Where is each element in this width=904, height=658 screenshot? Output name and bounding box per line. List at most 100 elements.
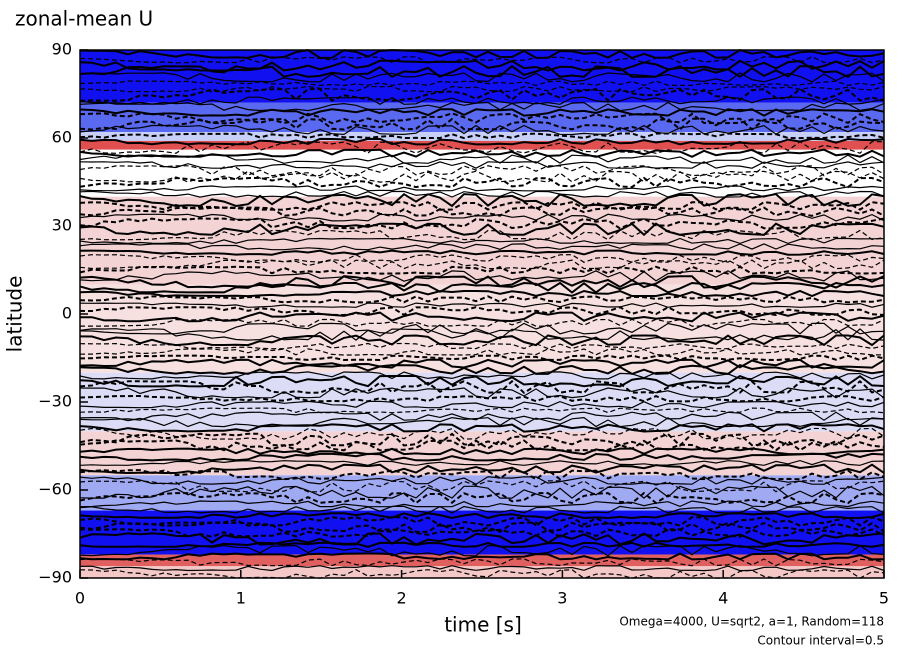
y-tick-label: −60: [38, 480, 72, 499]
contour-line: [79, 544, 885, 557]
contour-line: [79, 154, 885, 164]
contour-line: [79, 124, 885, 136]
contour-line: [79, 229, 885, 241]
contour-line: [79, 249, 885, 256]
contour-line: [79, 558, 885, 567]
contour-line: [79, 569, 885, 579]
contour-line: [79, 213, 885, 222]
contour-line: [79, 281, 885, 294]
contour-line: [79, 176, 885, 189]
contour-line: [79, 165, 885, 177]
contour-line: [79, 358, 885, 369]
contour-line: [79, 363, 885, 375]
contour-line: [79, 88, 885, 102]
contour-line: [79, 516, 885, 527]
y-axis-label: latitude: [3, 276, 27, 353]
contour-band: [80, 102, 884, 133]
contour-line: [79, 416, 885, 428]
x-tick-label: 1: [236, 589, 246, 608]
x-tick-label: 3: [557, 589, 567, 608]
contour-line: [79, 265, 885, 275]
contour-line: [79, 532, 885, 546]
x-tick-label: 4: [718, 589, 728, 608]
contour-line: [79, 427, 885, 440]
contour-line: [79, 217, 885, 230]
contour-line: [79, 528, 885, 538]
y-tick-label: −90: [38, 568, 72, 587]
contour-line: [79, 56, 885, 64]
contour-line: [79, 85, 885, 93]
contour-line: [79, 512, 885, 520]
contour-line: [79, 80, 885, 87]
contour-line: [79, 354, 885, 362]
contour-line: [79, 289, 885, 298]
contour-line: [79, 59, 885, 72]
contour-line: [79, 302, 885, 308]
contour-line: [79, 64, 885, 78]
y-tick-label: 90: [52, 40, 72, 59]
contour-line: [79, 342, 885, 350]
contour-band: [80, 566, 884, 578]
contour-line: [79, 469, 885, 481]
contour-line: [79, 117, 885, 131]
contour-line: [79, 447, 885, 456]
chart-title: zonal-mean U: [15, 7, 153, 31]
contour-line: [79, 201, 885, 211]
contour-line: [79, 452, 885, 462]
y-tick-label: 30: [52, 216, 72, 235]
x-tick-label: 0: [75, 589, 85, 608]
contour-line: [79, 185, 885, 192]
contour-line: [79, 322, 885, 335]
contour-line: [79, 49, 885, 59]
contour-line: [79, 140, 885, 154]
contour-line: [79, 400, 885, 409]
contour-line: [79, 275, 885, 289]
contour-line: [79, 541, 885, 548]
y-tick-label: 0: [62, 304, 72, 323]
contour-line: [79, 311, 885, 323]
contour-line: [79, 371, 885, 380]
x-tick-label: 2: [397, 589, 407, 608]
contour-line: [79, 254, 885, 263]
contour-line: [79, 148, 885, 158]
contour-line: [79, 192, 885, 208]
annotation: Contour interval=0.5: [757, 634, 884, 648]
contour-line: [79, 334, 885, 347]
contour-line: [79, 170, 885, 183]
contour-line: [79, 72, 885, 83]
contour-line: [79, 552, 885, 561]
contour-line: [79, 500, 885, 508]
contour-line: [79, 161, 885, 169]
contour-line: [79, 348, 884, 356]
contour-line: [79, 387, 885, 399]
contour-band: [80, 50, 884, 103]
annotation: Omega=4000, U=sqrt2, a=1, Random=118: [619, 615, 884, 629]
contour-line: [79, 476, 885, 485]
contour-line: [79, 295, 885, 304]
contour-line: [79, 505, 885, 514]
contour-line: [79, 270, 885, 282]
x-axis-label: time [s]: [444, 613, 522, 637]
y-tick-label: 60: [52, 128, 72, 147]
contour-line: [79, 259, 885, 270]
contour-line: [79, 463, 885, 475]
contour-line: [79, 411, 885, 421]
contour-line: [79, 96, 885, 105]
contour-line: [79, 439, 885, 452]
contour-line: [79, 459, 885, 466]
x-tick-label: 5: [879, 589, 889, 608]
contour-line: [79, 306, 885, 317]
y-tick-label: −30: [38, 392, 72, 411]
contour-line: [79, 491, 885, 505]
contour-line: [79, 521, 885, 533]
contour-line: [79, 108, 885, 117]
contour-line: [79, 243, 885, 251]
contour-line: [79, 379, 885, 395]
contour-line: [79, 485, 885, 499]
contour-line: [79, 137, 885, 146]
contour-line: [79, 237, 885, 245]
contour-line: [79, 394, 885, 403]
contour-line: [79, 423, 885, 433]
contour-line: [79, 374, 885, 388]
